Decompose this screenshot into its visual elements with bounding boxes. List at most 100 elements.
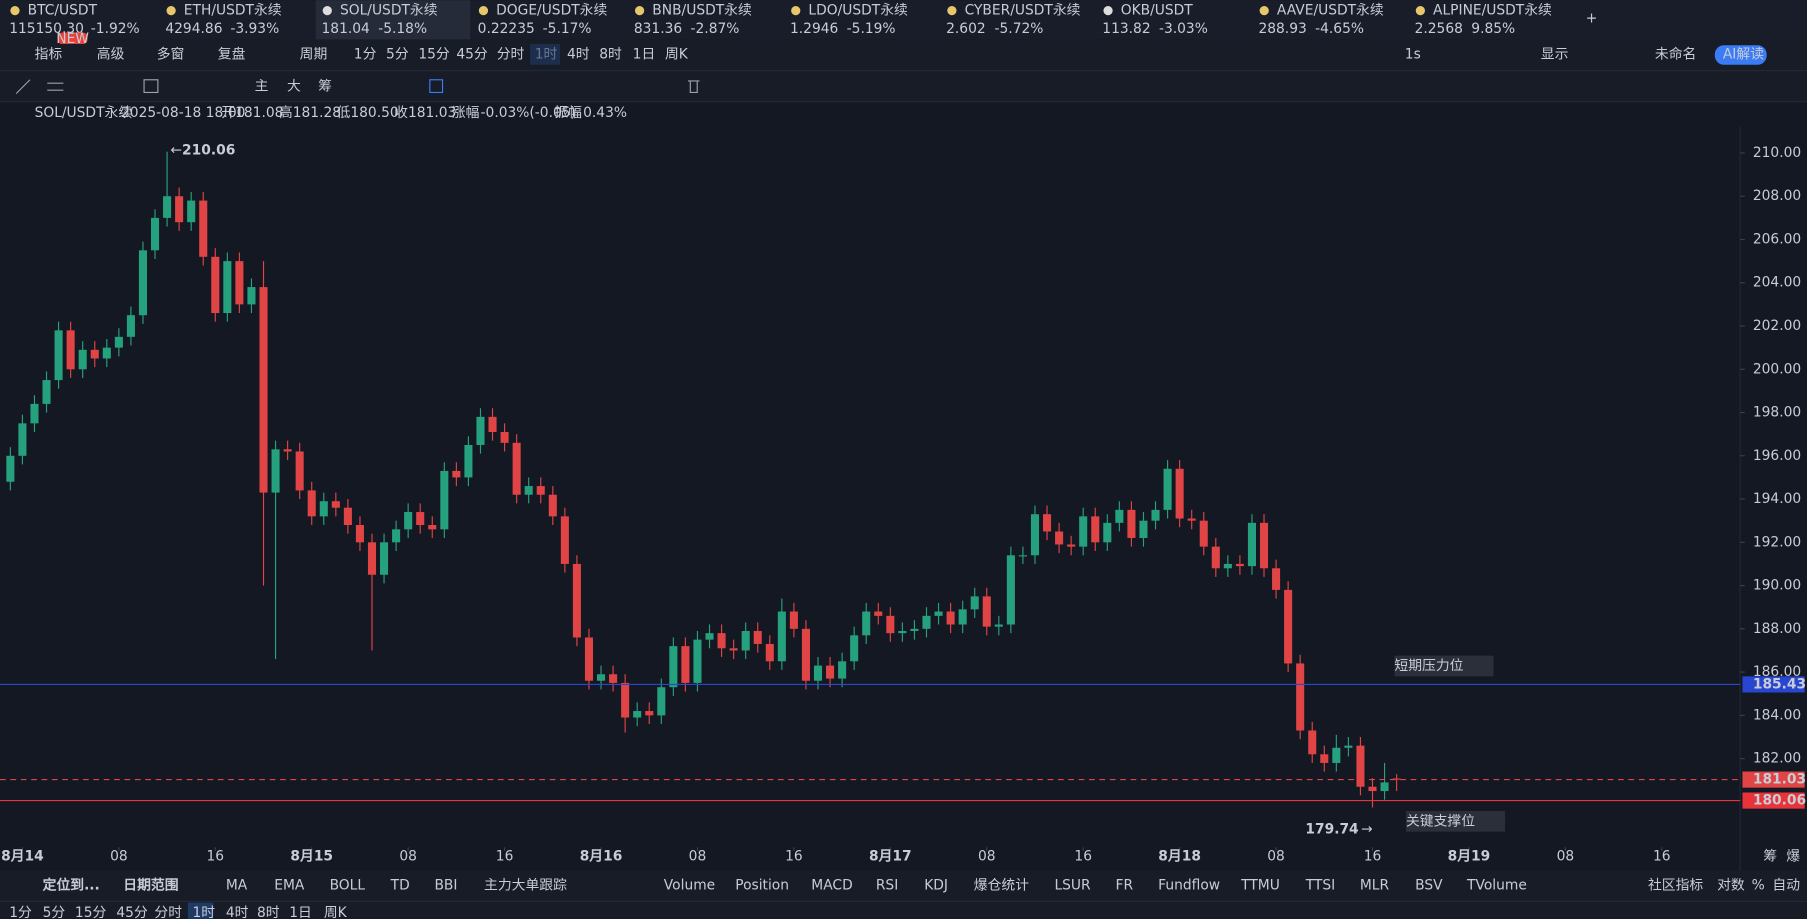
timeframe[interactable]: 5分 [43,905,66,919]
bottom-item[interactable]: BOLL [330,877,366,893]
timeframe[interactable]: 45分 [116,905,148,919]
timeframe[interactable]: 15分 [75,905,107,919]
price-tag [1742,792,1805,809]
tab-symbol[interactable]: DOGE/USDT永续 [496,3,607,19]
bottom-item[interactable]: EMA [274,877,305,893]
timeframe[interactable]: 分时 [154,905,182,919]
magnet-icon[interactable] [429,79,444,94]
bottom-item[interactable]: TD [390,877,410,893]
bottom-item[interactable]: BSV [1415,877,1443,893]
toolbar-item[interactable]: 5分 [386,46,409,62]
toolbar-item[interactable]: 分时 [497,46,525,62]
bottom-item[interactable]: 日期范围 [123,876,178,893]
tab-symbol[interactable]: AAVE/USDT永续 [1277,3,1384,19]
tab-symbol[interactable]: OKB/USDT [1121,3,1194,19]
trash-icon[interactable] [687,80,700,94]
timeframe[interactable]: 8时 [257,905,280,919]
toolbar-item[interactable]: 高级 [97,45,125,62]
trend-icon[interactable] [15,79,31,95]
bottom-item[interactable]: MLR [1360,877,1390,893]
timeframe[interactable]: 1时 [192,905,215,919]
toolbar-item[interactable]: 周期 [300,46,328,62]
y-tick-label: 182.00 [1753,751,1801,767]
toolbar-item[interactable]: 多窗 [157,45,185,62]
toolbar-item[interactable]: 8时 [599,46,622,62]
tab-symbol[interactable]: ALPINE/USDT永续 [1433,3,1552,19]
y-tick-label: 204.00 [1753,275,1801,291]
bottom-item[interactable]: 爆仓统计 [974,877,1029,893]
toolbar-item[interactable]: 未命名 [1655,45,1696,62]
timeframe[interactable]: 1分 [9,905,32,919]
draw-tool[interactable]: 大 [287,79,301,95]
toolbar-item[interactable]: 4时 [567,46,590,62]
tab-symbol[interactable]: BNB/USDT永续 [652,3,752,19]
candle-body [789,611,798,629]
tab-price: 0.22235 [478,21,535,37]
candle-body [500,432,509,443]
bottom-item[interactable]: TTMU [1240,877,1280,893]
bottom-item[interactable]: Position [735,877,789,893]
active-tab [315,0,471,40]
candle-body [657,687,666,716]
toolbar-item[interactable]: 显示 [1541,46,1569,62]
bottom-item[interactable]: Fundflow [1158,877,1220,893]
toolbar-item[interactable]: 15分 [418,46,450,62]
tab-symbol[interactable]: BTC/USDT [28,3,98,19]
bottom-item[interactable]: RSI [876,877,898,893]
bottom-item[interactable]: FR [1116,877,1134,893]
ai-button[interactable] [1714,45,1767,65]
bottom-item[interactable]: Volume [664,877,715,893]
bottom-item[interactable]: BBI [434,877,457,893]
bottom-item[interactable]: TTSI [1305,877,1335,893]
candle-body [560,516,569,564]
bottom-item[interactable]: MA [226,877,248,893]
tab-icon [634,6,645,16]
candle-body [536,486,545,495]
add-tab-icon[interactable]: + [1586,11,1598,27]
timeframe[interactable]: 4时 [226,905,249,919]
candle-body [42,380,51,404]
toolbar-item[interactable]: 周K [665,46,689,62]
active-timeframe[interactable] [187,902,214,919]
tab-change: -3.03% [1159,21,1208,37]
draw-tool[interactable]: 主 [255,79,269,95]
candle-body [1380,782,1389,792]
bottom-item[interactable]: LSUR [1054,877,1091,893]
bottom-item[interactable]: 定位到... [43,876,100,893]
bottom-item[interactable]: TVolume [1466,877,1527,893]
timeframe[interactable]: 1日 [289,905,312,919]
x-tick-label: 08 [399,849,417,865]
tab-symbol[interactable]: ETH/USDT永续 [184,3,282,19]
info-item: SOL/USDT永续 [35,105,133,121]
candle-body [392,529,401,543]
toolbar-item[interactable]: AI解读 [1723,46,1764,62]
toolbar-item[interactable]: 45分 [456,46,488,62]
toolbar-item[interactable]: 复盘 [218,45,246,62]
candle-body [150,217,160,251]
draw-tool[interactable]: 筹 [318,78,332,95]
candle-body [1344,745,1353,748]
tab-symbol[interactable]: LDO/USDT永续 [808,3,908,19]
candle-body [90,349,99,359]
candle-body [1079,516,1088,547]
bottom-item[interactable]: 对数 [1717,877,1745,893]
tab-symbol[interactable]: CYBER/USDT永续 [965,3,1081,19]
toolbar-item[interactable]: 指标 [35,46,63,62]
candle-body [524,486,533,495]
timeframe[interactable]: 周K [324,905,348,919]
rect-icon[interactable] [143,79,159,94]
bottom-item[interactable]: KDJ [924,877,948,893]
toolbar-item[interactable]: 1s [1405,46,1421,62]
bottom-item[interactable]: 社区指标 [1648,877,1703,893]
toolbar-item[interactable]: 1分 [354,46,377,62]
toolbar-item[interactable]: 1日 [633,46,656,62]
bottom-item[interactable]: MACD [811,877,852,893]
tab-symbol[interactable]: SOL/USDT永续 [340,3,438,19]
candle-body [259,287,268,493]
bottom-item[interactable]: 自动 [1772,877,1800,893]
bottom-item[interactable]: % [1752,877,1765,893]
candle-body [367,542,377,575]
bottom-item[interactable]: 主力大单跟踪 [484,877,567,893]
candle-body [428,525,437,530]
tab-price: 2.602 [946,21,986,37]
